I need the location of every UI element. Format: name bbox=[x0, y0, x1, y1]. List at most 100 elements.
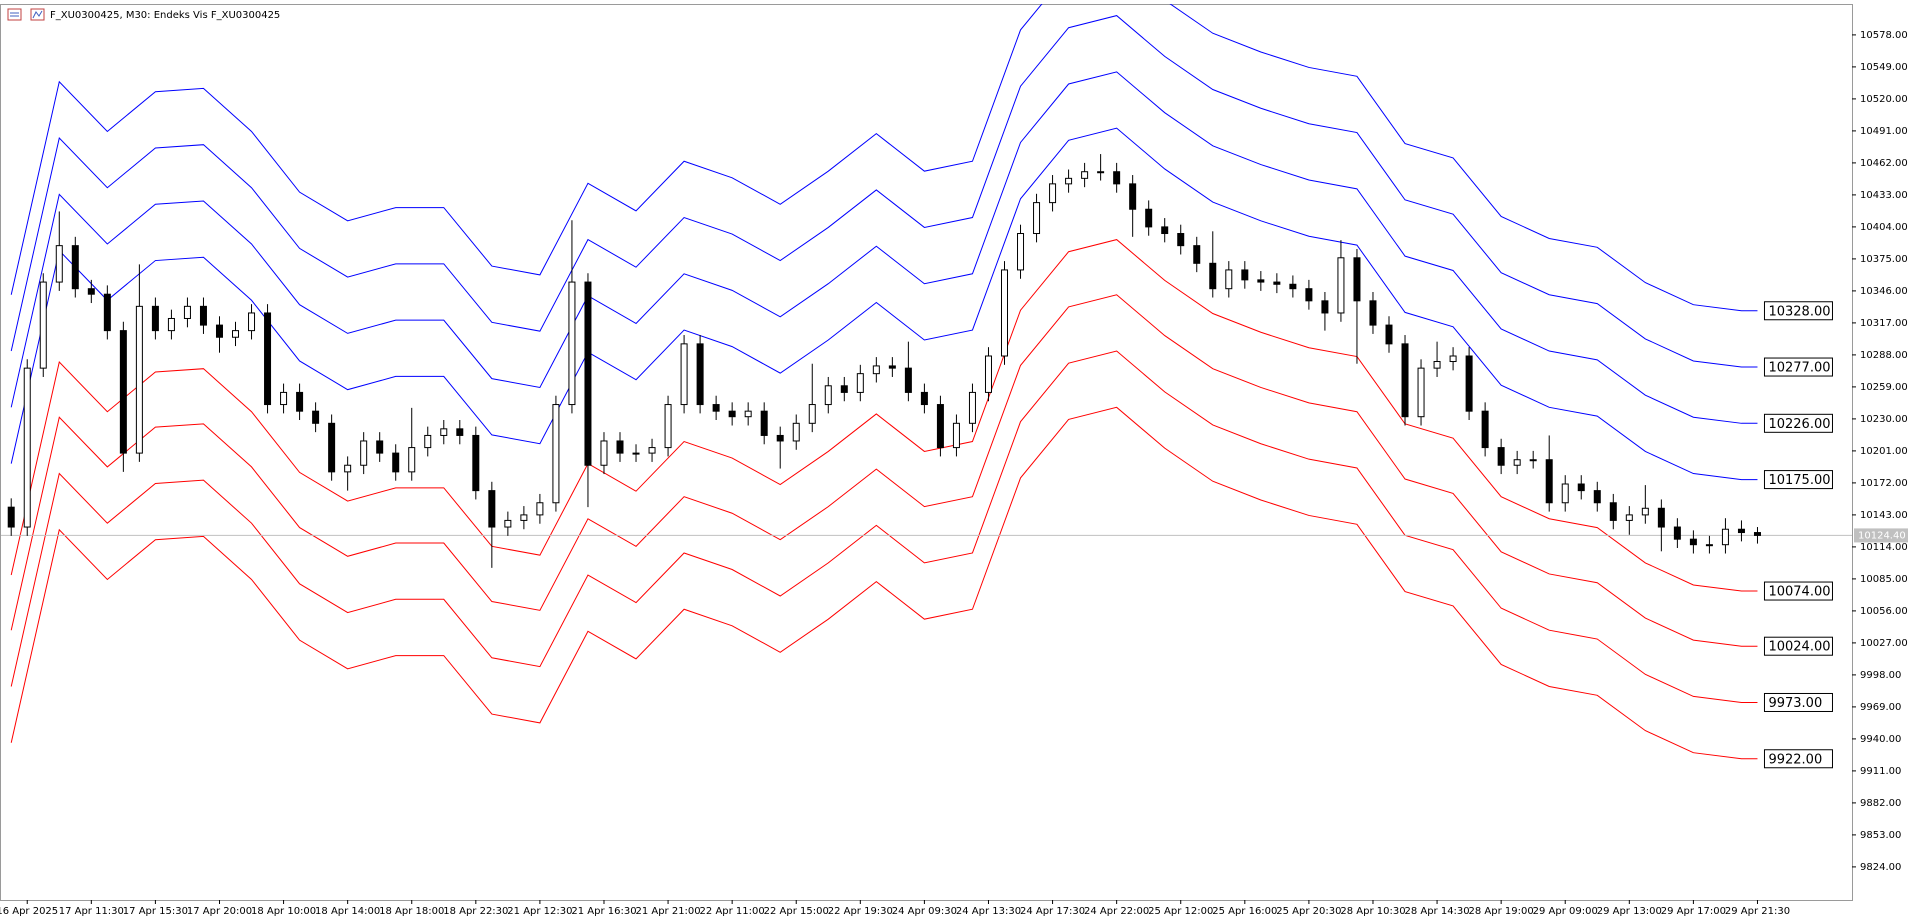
candle-body bbox=[952, 422, 960, 449]
x-tick-label: 24 Apr 22:00 bbox=[1084, 906, 1149, 917]
x-tick-label: 18 Apr 10:00 bbox=[251, 906, 316, 917]
y-tick-label: 10346.00 bbox=[1860, 286, 1908, 297]
candle-body bbox=[936, 404, 944, 449]
x-tick-label: 29 Apr 17:00 bbox=[1661, 906, 1726, 917]
x-tick-label: 25 Apr 12:00 bbox=[1148, 906, 1213, 917]
candle-body bbox=[680, 343, 688, 406]
y-tick-label: 10404.00 bbox=[1860, 222, 1908, 233]
band-label: 10328.00 bbox=[1768, 304, 1830, 319]
x-tick-label: 25 Apr 16:00 bbox=[1212, 906, 1277, 917]
candle-body bbox=[760, 410, 768, 436]
y-tick-label: 9969.00 bbox=[1860, 702, 1901, 713]
x-tick-label: 29 Apr 09:00 bbox=[1533, 906, 1598, 917]
y-tick-label: 10375.00 bbox=[1860, 254, 1908, 265]
x-tick-label: 21 Apr 16:30 bbox=[571, 906, 636, 917]
candle-body bbox=[103, 293, 111, 332]
candle-body bbox=[232, 330, 240, 338]
candle-body bbox=[1145, 208, 1153, 228]
candle-body bbox=[536, 502, 544, 516]
y-tick-label: 10172.00 bbox=[1860, 478, 1908, 489]
x-tick-label: 28 Apr 14:30 bbox=[1404, 906, 1469, 917]
candle-body bbox=[264, 312, 272, 406]
candle-body bbox=[792, 422, 800, 442]
y-tick-label: 10085.00 bbox=[1860, 574, 1908, 585]
x-tick-label: 24 Apr 09:30 bbox=[892, 906, 957, 917]
x-tick-label: 25 Apr 20:30 bbox=[1276, 906, 1341, 917]
candle-body bbox=[856, 373, 864, 393]
y-tick-label: 10462.00 bbox=[1860, 158, 1908, 169]
candle-body bbox=[183, 305, 191, 319]
price-label: 10124.40 bbox=[1858, 530, 1906, 541]
candle-body bbox=[1017, 233, 1025, 271]
candle-body bbox=[296, 391, 304, 412]
bands bbox=[10, 4, 1758, 760]
y-tick-label: 9853.00 bbox=[1860, 830, 1901, 841]
candle-body bbox=[1465, 355, 1473, 412]
candle-body bbox=[1449, 355, 1457, 363]
candle-body bbox=[119, 330, 127, 454]
candle-body bbox=[1305, 288, 1313, 302]
band-label: 10024.00 bbox=[1768, 640, 1830, 655]
band-label: 10074.00 bbox=[1768, 585, 1830, 600]
band-label-box bbox=[1763, 581, 1833, 601]
candle-body bbox=[280, 391, 288, 406]
x-tick-label: 28 Apr 19:00 bbox=[1469, 906, 1534, 917]
x-tick-label: 22 Apr 11:00 bbox=[700, 906, 765, 917]
candle-body bbox=[1609, 502, 1617, 521]
candle-body bbox=[1193, 245, 1201, 264]
candle-body bbox=[1593, 490, 1601, 504]
y-tick-label: 10056.00 bbox=[1860, 606, 1908, 617]
candle-body bbox=[1385, 324, 1393, 345]
y-tick-label: 9998.00 bbox=[1860, 670, 1901, 681]
x-tick-label: 21 Apr 21:00 bbox=[635, 906, 700, 917]
candle-body bbox=[600, 440, 608, 466]
candle-body bbox=[472, 434, 480, 492]
candle-body bbox=[1097, 171, 1105, 174]
candle-body bbox=[440, 428, 448, 436]
x-tick-label: 22 Apr 15:00 bbox=[764, 906, 829, 917]
candle-body bbox=[135, 305, 143, 454]
candle-body bbox=[872, 365, 880, 375]
x-tick-label: 18 Apr 14:00 bbox=[315, 906, 380, 917]
candle-body bbox=[87, 288, 95, 295]
candle-body bbox=[39, 281, 47, 369]
y-tick-label: 10433.00 bbox=[1860, 190, 1908, 201]
band-line bbox=[10, 4, 1758, 312]
x-tick-label: 24 Apr 13:30 bbox=[956, 906, 1021, 917]
candle-body bbox=[664, 404, 672, 449]
axes: 10578.00 10549.00 10520.00 10491.00 10462.00… bbox=[0, 30, 1908, 917]
candle-body bbox=[1689, 538, 1697, 546]
candle-body bbox=[1641, 507, 1649, 516]
y-tick-label: 10143.00 bbox=[1860, 510, 1908, 521]
band-label-box bbox=[1763, 357, 1833, 377]
candle-body bbox=[1481, 410, 1489, 449]
candle-body bbox=[904, 367, 912, 393]
candle-body bbox=[424, 434, 432, 449]
band-label: 10277.00 bbox=[1768, 361, 1830, 376]
band-label-box bbox=[1763, 470, 1833, 490]
candle-body bbox=[728, 410, 736, 418]
candle-body bbox=[776, 434, 784, 442]
candle-body bbox=[1049, 183, 1057, 204]
candle-body bbox=[1369, 300, 1377, 326]
candle-body bbox=[744, 410, 752, 418]
candle-body bbox=[1433, 361, 1441, 369]
y-tick-label: 9882.00 bbox=[1860, 798, 1901, 809]
candle-body bbox=[888, 365, 896, 369]
band-label-box bbox=[1763, 692, 1833, 712]
candle-body bbox=[1497, 447, 1505, 466]
icon bbox=[7, 8, 22, 21]
y-tick-label: 9940.00 bbox=[1860, 734, 1901, 745]
candle-body bbox=[648, 447, 656, 454]
band-label-box bbox=[1763, 301, 1833, 321]
candle-body bbox=[7, 506, 15, 528]
candle-body bbox=[55, 245, 63, 283]
x-tick-label: 18 Apr 22:30 bbox=[443, 906, 508, 917]
y-tick-label: 10201.00 bbox=[1860, 446, 1908, 457]
x-tick-label: 28 Apr 10:30 bbox=[1340, 906, 1405, 917]
candle-body bbox=[520, 514, 528, 521]
band-label: 9973.00 bbox=[1768, 696, 1822, 711]
candle-body bbox=[1737, 528, 1745, 534]
chart-title: F_XU0300425, M30: Endeks Vis F_XU0300425 bbox=[50, 10, 280, 21]
